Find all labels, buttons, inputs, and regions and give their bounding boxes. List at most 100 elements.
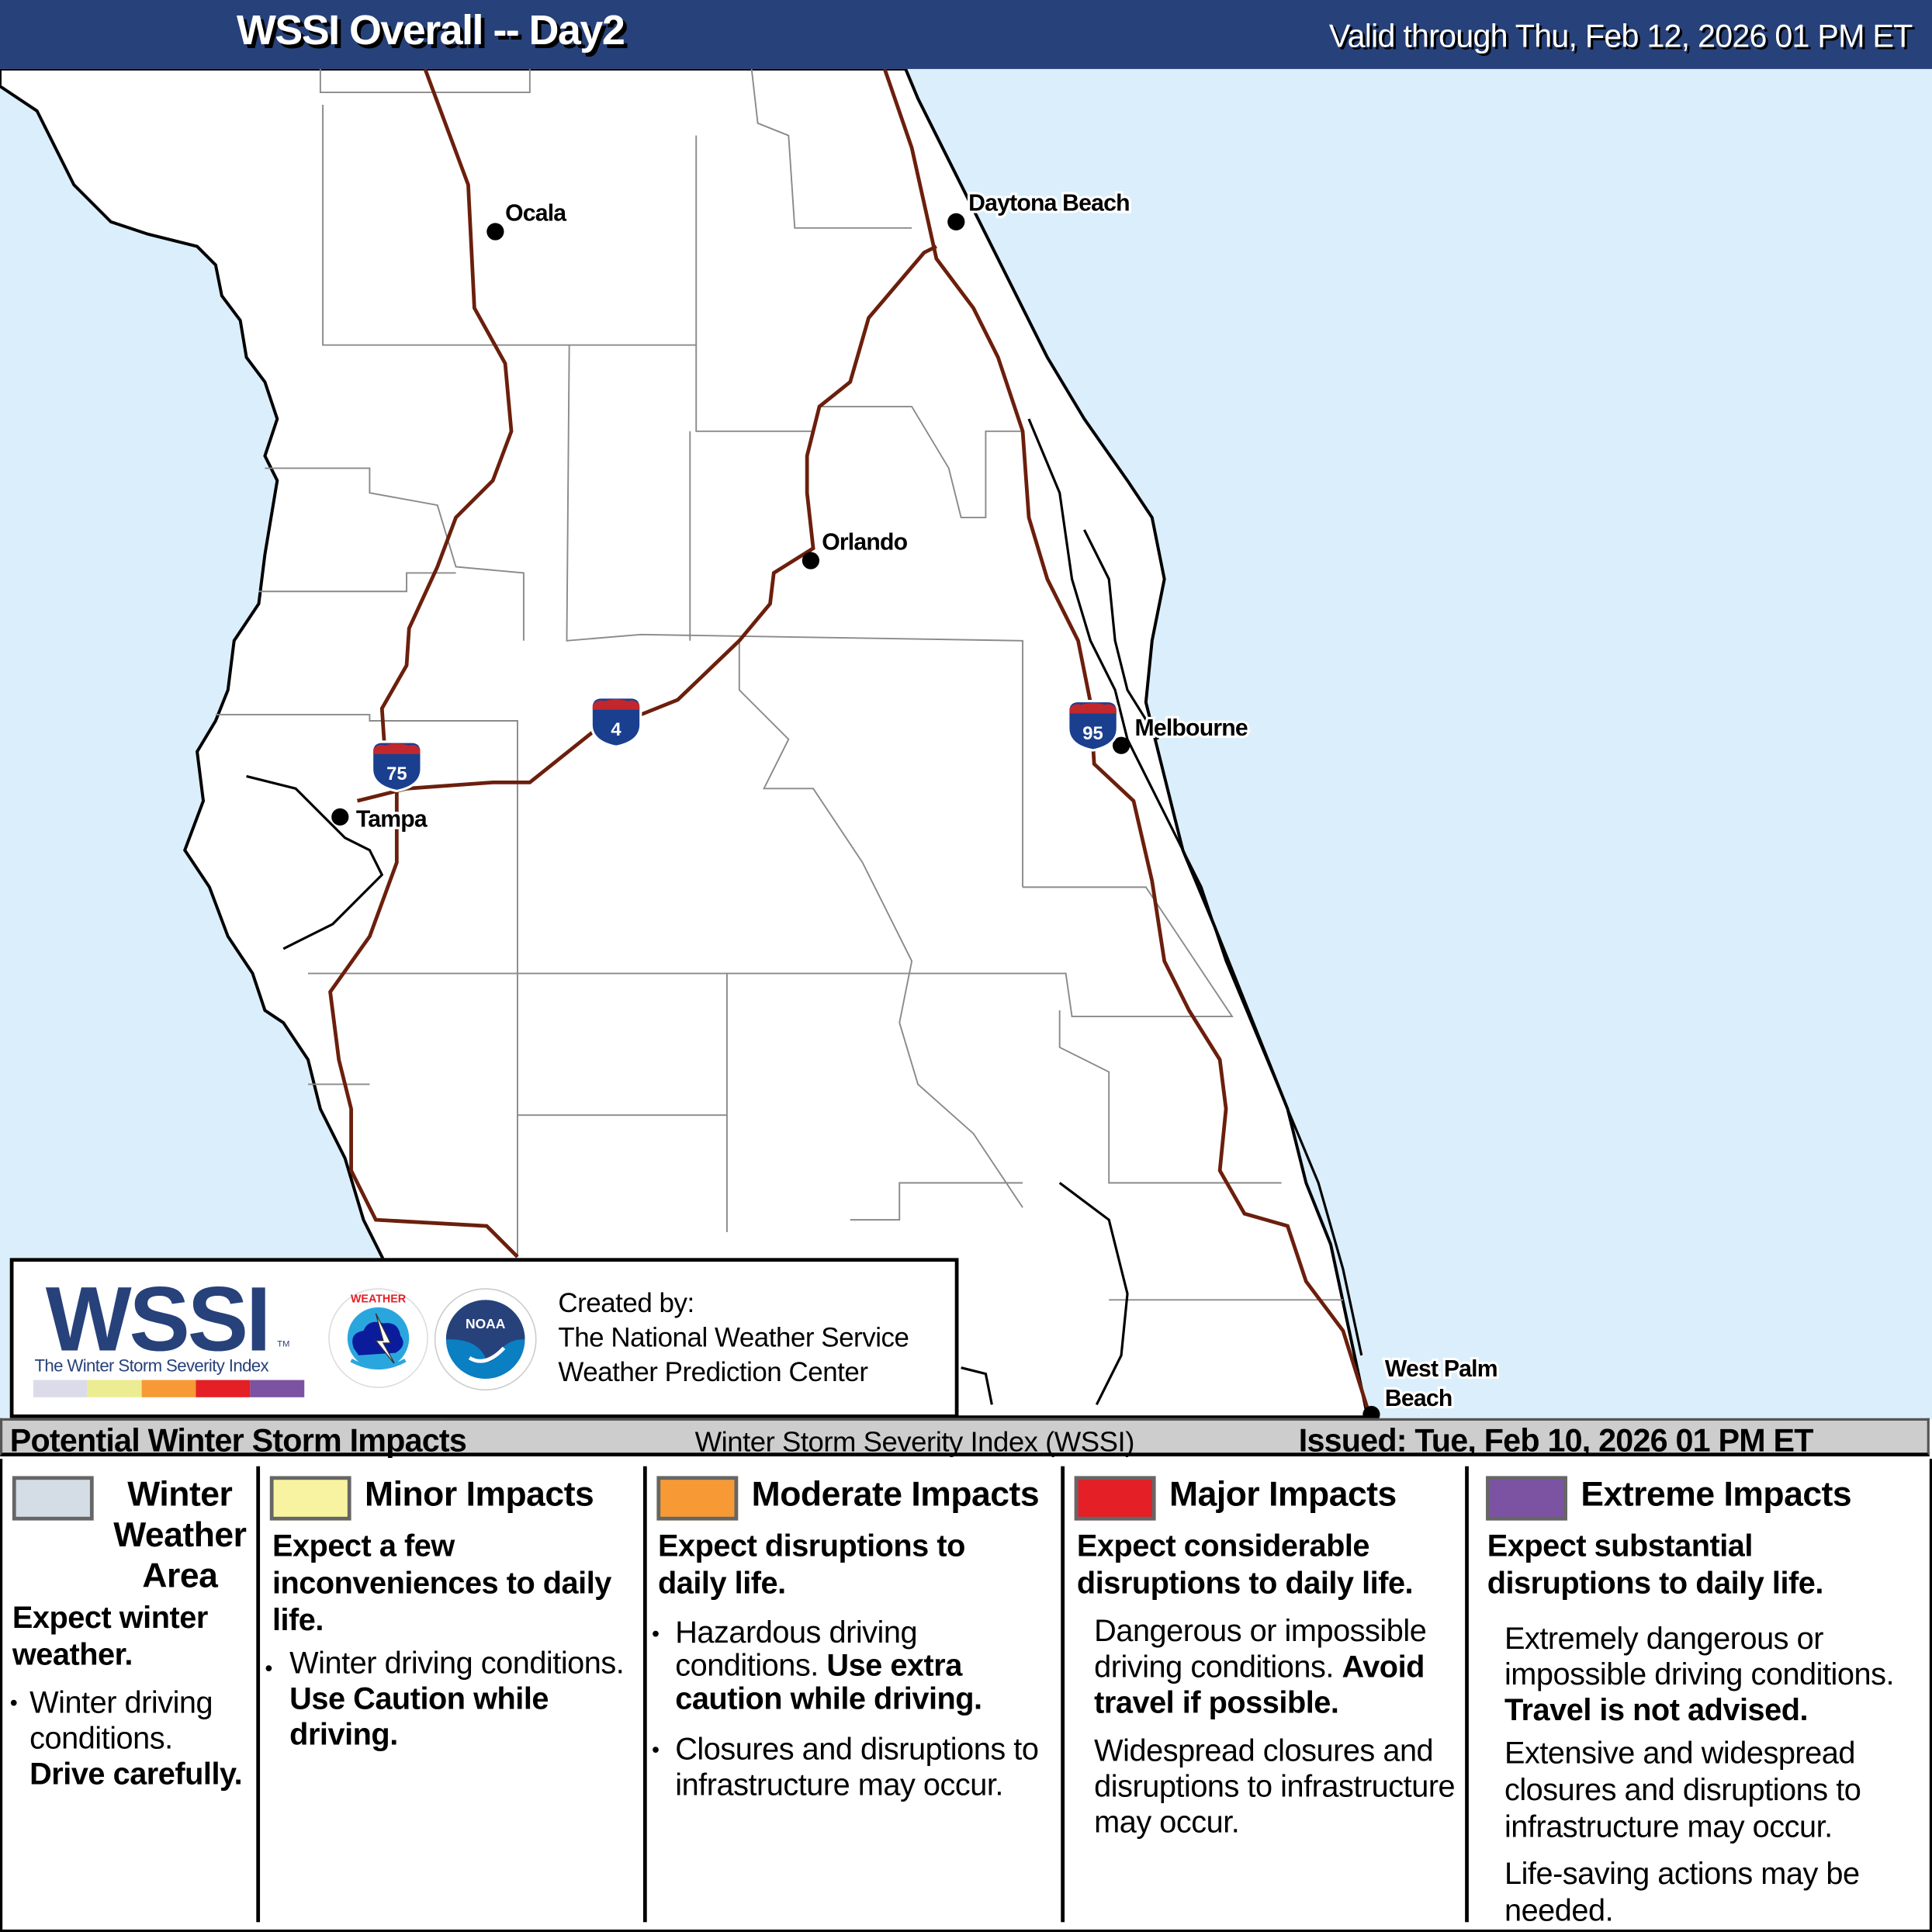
impacts-heading: Potential Winter Storm Impacts	[9, 1421, 467, 1459]
legend-title-minor: Minor Impacts	[365, 1474, 594, 1514]
legend-detail-moderate-2: Closures and disruptions to infrastructu…	[675, 1732, 1039, 1803]
info-bar: Potential Winter Storm Impacts Winter St…	[0, 1418, 1930, 1459]
noaa-logo-icon: NOAA	[434, 1288, 537, 1391]
detail-text: Dangerous or impossible driving conditio…	[1094, 1614, 1427, 1684]
detail-emphasis: Travel is not advised.	[1504, 1692, 1809, 1728]
detail-emphasis: Avoid travel if possible.	[1094, 1650, 1425, 1720]
noaa-logo-text: NOAA	[466, 1316, 506, 1331]
i95-route	[882, 68, 1373, 1418]
legend-detail-major-2: Widespread closures and disruptions to i…	[1094, 1733, 1456, 1840]
legend-title-major: Major Impacts	[1169, 1474, 1397, 1514]
shield-number-95: 95	[1082, 723, 1103, 744]
legend-detail-extreme-3: Life-saving actions may be needed.	[1504, 1857, 1860, 1929]
bullet-icon: •	[265, 1656, 273, 1681]
credits-text: Created by: The National Weather Service…	[558, 1286, 909, 1390]
legend-summary-minor: Expect a few inconveniences to daily lif…	[272, 1529, 611, 1638]
legend-moderate-impacts: Moderate Impacts Expect disruptions to d…	[647, 1459, 1064, 1927]
legend-minor-impacts: Minor Impacts Expect a few inconvenience…	[260, 1459, 644, 1927]
city-dot-daytona	[947, 213, 965, 230]
legend-detail-minor: Winter driving conditions. Use Caution w…	[289, 1646, 647, 1754]
interstate-shield-95: 95	[1067, 699, 1119, 752]
nws-logo-icon: WEATHER	[328, 1288, 428, 1388]
legend-swatch-extreme	[1486, 1476, 1567, 1521]
city-dot-orlando	[802, 552, 820, 570]
interstates	[328, 68, 1373, 1418]
scale-swatch-major	[196, 1380, 251, 1397]
city-dot-west-palm	[1362, 1405, 1380, 1420]
city-labels: Ocala Daytona Beach Orlando Melbourne Ta…	[354, 188, 1501, 1414]
detail-text: Winter driving conditions.	[289, 1646, 625, 1681]
map-title: WSSI Overall -- Day2	[236, 7, 625, 54]
scale-swatch-extreme	[250, 1380, 305, 1397]
legend-divider	[256, 1466, 261, 1923]
legend-divider	[1465, 1466, 1469, 1923]
land	[0, 68, 1370, 1419]
detail-text: Extremely dangerous or impossible drivin…	[1504, 1621, 1895, 1692]
map-area[interactable]: Ocala Daytona Beach Orlando Melbourne Ta…	[0, 68, 1932, 1420]
credits-box: WSSI TM The Winter Storm Severity Index …	[9, 1258, 959, 1418]
legend-summary-extreme: Expect substantial disruptions to daily …	[1487, 1529, 1824, 1601]
city-label-melbourne: Melbourne	[1135, 715, 1248, 741]
legend-major-impacts: Major Impacts Expect considerable disrup…	[1065, 1459, 1466, 1927]
wssi-trademark: TM	[277, 1340, 290, 1349]
legend-detail-extreme-2: Extensive and widespread closures and di…	[1504, 1736, 1861, 1845]
legend-swatch-moderate	[656, 1476, 739, 1521]
scale-swatch-moderate	[141, 1380, 196, 1397]
created-by-label: Created by:	[558, 1287, 694, 1319]
i4-route	[356, 244, 937, 803]
city-label-west-palm-2: Beach	[1385, 1386, 1452, 1411]
legend-summary-winter: Expect winter weather.	[12, 1600, 208, 1672]
legend-detail-major: Dangerous or impossible driving conditio…	[1094, 1614, 1463, 1721]
legend-divider	[642, 1466, 647, 1923]
detail-emphasis: Use extra caution while driving.	[675, 1648, 982, 1717]
credit-wpc: Weather Prediction Center	[558, 1356, 868, 1388]
legend-swatch-minor	[269, 1476, 351, 1521]
shield-number-4: 4	[611, 719, 621, 740]
wssi-logo: WSSI	[45, 1268, 272, 1370]
city-label-orlando: Orlando	[822, 529, 907, 555]
legend-summary-moderate: Expect disruptions to daily life.	[657, 1529, 965, 1601]
detail-emphasis: Use Caution while driving.	[289, 1681, 549, 1753]
city-label-daytona: Daytona Beach	[968, 191, 1130, 216]
bullet-icon: •	[652, 1737, 660, 1762]
legend-extreme-impacts: Extreme Impacts Expect substantial disru…	[1469, 1459, 1930, 1929]
svg-text:WEATHER: WEATHER	[351, 1293, 407, 1306]
wssi-subtitle: The Winter Storm Severity Index	[34, 1355, 269, 1376]
shield-number-75: 75	[386, 763, 407, 784]
wssi-color-scale	[33, 1380, 305, 1397]
detail-text: Hazardous driving conditions.	[675, 1615, 918, 1684]
city-label-west-palm: West Palm	[1385, 1356, 1497, 1382]
legend-title-moderate: Moderate Impacts	[751, 1474, 1040, 1514]
interstate-shield-4: 4	[590, 696, 642, 748]
issued-time: Issued: Tue, Feb 10, 2026 01 PM ET	[1298, 1421, 1814, 1459]
scale-swatch-minor	[87, 1380, 142, 1397]
lagoon-coastlines	[246, 418, 1363, 1406]
legend-detail-extreme: Extremely dangerous or impossible drivin…	[1504, 1622, 1930, 1729]
legend-detail-winter: Winter driving conditions. Drive careful…	[29, 1685, 258, 1792]
header-bar: WSSI Overall -- Day2 Valid through Thu, …	[0, 0, 1932, 69]
city-label-ocala: Ocala	[505, 200, 566, 226]
county-lines	[215, 68, 1343, 1301]
legend-swatch-winter	[12, 1476, 94, 1521]
city-markers	[331, 213, 1380, 1420]
credit-nws: The National Weather Service	[558, 1321, 909, 1353]
i75-route	[328, 68, 519, 1259]
bullet-icon: •	[652, 1621, 660, 1646]
legend-swatch-major	[1074, 1476, 1156, 1521]
city-label-tampa: Tampa	[356, 807, 428, 833]
bullet-icon: •	[9, 1690, 18, 1716]
legend-divider	[1061, 1466, 1065, 1923]
legend-title-extreme: Extreme Impacts	[1581, 1474, 1852, 1514]
city-dot-ocala	[486, 223, 504, 241]
detail-text: Winter driving conditions.	[29, 1685, 213, 1756]
legend-title-winter: Winter Weather Area	[113, 1474, 247, 1594]
detail-emphasis: Drive carefully.	[29, 1757, 243, 1792]
interstate-shield-75: 75	[370, 740, 423, 793]
city-dot-melbourne	[1112, 736, 1130, 754]
index-name: Winter Storm Severity Index (WSSI)	[694, 1425, 1135, 1458]
valid-through: Valid through Thu, Feb 12, 2026 01 PM ET	[1328, 17, 1913, 54]
city-dot-tampa	[331, 808, 349, 826]
legend-detail-moderate: Hazardous driving conditions. Use extra …	[675, 1616, 1044, 1716]
legend-summary-major: Expect considerable disruptions to daily…	[1076, 1529, 1414, 1601]
